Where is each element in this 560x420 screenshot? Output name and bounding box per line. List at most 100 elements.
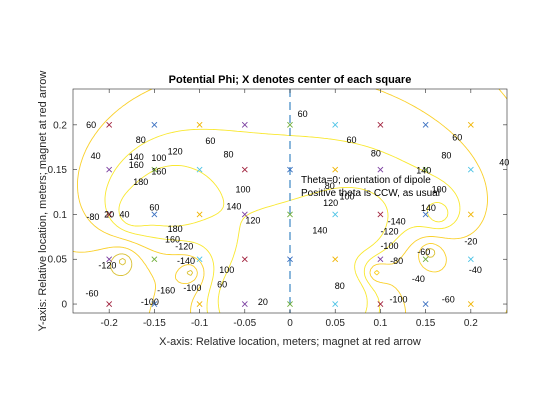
contour-label: -120: [380, 226, 398, 236]
contour-label: 80: [136, 135, 146, 145]
center-x-marker: [467, 256, 474, 263]
contour-label: 60: [205, 136, 215, 146]
contour-label: -40: [412, 274, 425, 284]
center-x-marker: [377, 121, 384, 128]
y-tick-label: 0.15: [48, 165, 68, 176]
x-tick-label: 0: [287, 318, 293, 329]
center-x-marker: [151, 301, 158, 307]
x-axis-title: X-axis: Relative location, meters; magne…: [159, 336, 421, 348]
contour-label: 140: [421, 203, 436, 213]
contour-label: 80: [335, 281, 345, 291]
contour-label: 140: [312, 226, 327, 236]
contour-label: -60: [417, 247, 430, 257]
y-tick-label: 0.1: [53, 210, 67, 221]
center-x-marker: [377, 166, 384, 173]
center-x-marker: [332, 211, 339, 218]
center-x-marker: [241, 301, 248, 307]
contour-label: 180: [168, 224, 183, 234]
x-tick-label: -0.05: [233, 318, 256, 329]
contour-label: 40: [499, 157, 509, 167]
contour-label: -120: [98, 261, 116, 271]
contour-level-140: [77, 89, 488, 313]
contour-label: 140: [416, 166, 431, 176]
center-x-marker: [287, 166, 293, 173]
center-x-marker: [332, 121, 339, 128]
contour-label: 140: [129, 152, 144, 162]
y-tick-label: 0: [61, 300, 67, 311]
center-x-marker: [106, 166, 113, 173]
contour-label: 140: [226, 201, 241, 211]
contour-label: -100: [183, 283, 201, 293]
contour-label: 20: [104, 209, 114, 219]
contour-label: 80: [371, 149, 381, 159]
center-x-marker: [422, 166, 429, 173]
x-tick-label: 0.15: [416, 318, 436, 329]
center-x-marker: [287, 256, 293, 263]
y-axis-ticks: 0 0.05 0.1 0.15 0.2: [48, 120, 507, 311]
center-x-marker: [332, 256, 339, 263]
center-x-marker: [422, 211, 429, 218]
y-tick-label: 0.05: [48, 255, 68, 266]
contour-label: 60: [86, 120, 96, 130]
center-x-marker: [467, 166, 474, 173]
center-x-marker: [241, 256, 248, 263]
contour-label: -100: [141, 297, 159, 307]
center-x-marker: [151, 256, 158, 263]
center-x-marker: [196, 166, 203, 173]
contour-label: 160: [151, 166, 166, 176]
contour-level-160: [104, 128, 461, 313]
contour-label: 20: [258, 297, 268, 307]
x-tick-label: -0.15: [143, 318, 166, 329]
center-x-marker: [422, 121, 429, 128]
contour-label: -80: [390, 256, 403, 266]
contour-label: 100: [151, 153, 166, 163]
contour-label: 120: [323, 198, 338, 208]
center-x-marker: [106, 256, 113, 263]
center-x-marker: [196, 121, 203, 128]
contour-label: -120: [175, 242, 193, 252]
contour-lines: [73, 89, 507, 313]
center-x-marker: [422, 301, 429, 307]
square-center-markers: [106, 121, 474, 307]
contour-label: 80: [224, 149, 234, 159]
x-tick-label: -0.2: [101, 318, 119, 329]
center-x-marker: [151, 211, 158, 218]
contour-label: 100: [219, 265, 234, 275]
contour-label: -60: [442, 295, 455, 305]
contour-level-80: [119, 258, 126, 266]
contour-label: -160: [157, 286, 175, 296]
center-x-marker: [332, 301, 339, 307]
contour-label: 160: [165, 235, 180, 245]
center-x-marker: [196, 256, 203, 263]
contour-label: 80: [325, 181, 335, 191]
contour-labels: 608010012014016018016040604020-120-100-6…: [85, 109, 509, 307]
contour-label: 160: [129, 160, 144, 170]
contour-label: 60: [452, 132, 462, 142]
contour-label: 180: [133, 177, 148, 187]
contour-label: 120: [168, 147, 183, 157]
center-x-marker: [196, 301, 203, 307]
center-x-marker: [106, 211, 113, 218]
contour-label: -60: [85, 288, 98, 298]
contour-label: -140: [177, 256, 195, 266]
y-axis-title: Y-axis: Relative location, meters; magne…: [37, 71, 49, 332]
center-x-marker: [151, 121, 158, 128]
contour-label: -80: [86, 212, 99, 222]
contour-label: 40: [91, 151, 101, 161]
contour-label: -100: [389, 295, 407, 305]
contour-label: -140: [388, 217, 406, 227]
center-x-marker: [241, 211, 248, 218]
annotation-theta: Theta=0; orientation of dipole: [301, 175, 431, 186]
contour-label: 100: [339, 192, 354, 202]
contour-label: 40: [120, 209, 130, 219]
center-x-marker: [422, 256, 429, 263]
center-x-marker: [151, 166, 158, 173]
center-x-marker: [287, 301, 293, 307]
contour-label: 60: [217, 279, 227, 289]
contour-label: 60: [149, 202, 159, 212]
center-x-marker: [196, 211, 203, 218]
contour-label: 100: [235, 184, 250, 194]
center-x-marker: [377, 256, 384, 263]
center-x-marker: [106, 301, 113, 307]
